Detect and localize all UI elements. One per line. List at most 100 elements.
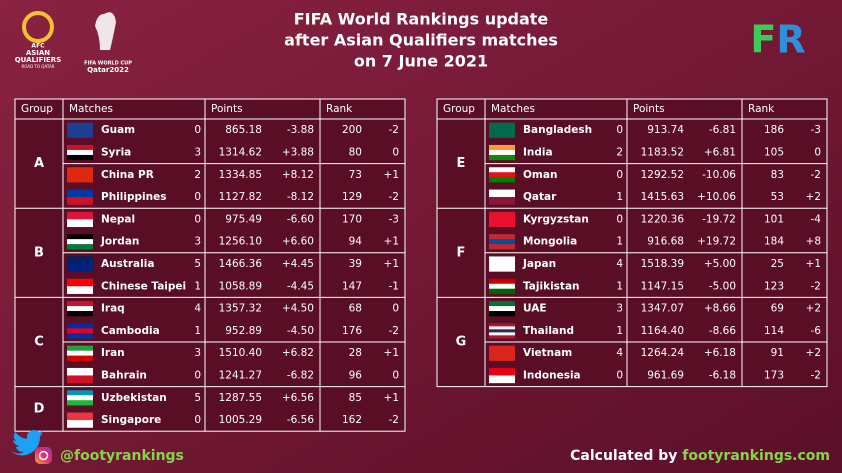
points: 1357.32 bbox=[219, 303, 262, 315]
rank: 129 bbox=[342, 191, 362, 203]
points-change: +5.00 bbox=[704, 258, 736, 270]
rank-change: -2 bbox=[811, 369, 821, 381]
goals: 4 bbox=[194, 303, 201, 315]
tables: Group Matches Points Rank A Guam 0 865.18 -3.88 2… bbox=[14, 98, 828, 432]
rank-change: -3 bbox=[389, 213, 399, 225]
flag-stripe bbox=[489, 149, 515, 156]
flag-stripe bbox=[67, 122, 93, 131]
title-line: FIFA World Rankings update bbox=[294, 10, 549, 29]
flag-stripe bbox=[67, 400, 93, 406]
country: Thailand bbox=[523, 325, 574, 337]
points-change: -6.82 bbox=[287, 369, 314, 381]
rank-change: -2 bbox=[389, 414, 399, 426]
flag-stripe bbox=[489, 167, 515, 173]
flag-stripe bbox=[489, 301, 515, 307]
flag-stripe bbox=[67, 154, 93, 161]
points: 1347.07 bbox=[641, 303, 684, 315]
rank-change: -2 bbox=[389, 124, 399, 136]
points: 865.18 bbox=[225, 124, 262, 136]
rank: 176 bbox=[342, 325, 362, 337]
rank-change: -2 bbox=[811, 280, 821, 292]
rank-change: -2 bbox=[811, 169, 821, 181]
points-change: +3.88 bbox=[282, 146, 314, 158]
points: 975.49 bbox=[225, 213, 262, 225]
goals: 5 bbox=[194, 392, 201, 404]
rank: 25 bbox=[771, 258, 784, 270]
rank: 83 bbox=[771, 169, 784, 181]
points: 1292.52 bbox=[641, 169, 684, 181]
points-change: +6.82 bbox=[282, 347, 314, 359]
column-header: Rank bbox=[326, 103, 353, 115]
rank: 69 bbox=[771, 303, 784, 315]
column-header: Matches bbox=[491, 103, 535, 115]
country: Indonesia bbox=[523, 369, 581, 381]
group-name: G bbox=[456, 335, 467, 350]
goals: 0 bbox=[194, 369, 201, 381]
rank: 186 bbox=[764, 124, 784, 136]
group-name: F bbox=[457, 245, 466, 260]
country: Cambodia bbox=[101, 325, 160, 337]
flag-stripe bbox=[67, 286, 93, 294]
goals: 3 bbox=[194, 146, 201, 158]
rank: 123 bbox=[764, 280, 784, 292]
credit-site: footyrankings.com bbox=[682, 448, 830, 464]
points: 1127.82 bbox=[219, 191, 262, 203]
logo-text: ASIAN bbox=[26, 49, 50, 57]
rank-change: +2 bbox=[806, 303, 821, 315]
flag-stripe bbox=[489, 256, 515, 272]
country: Japan bbox=[522, 258, 556, 270]
goals: 0 bbox=[194, 414, 201, 426]
country: Australia bbox=[101, 258, 154, 270]
flag-stripe bbox=[489, 244, 515, 250]
column-header: Points bbox=[633, 103, 665, 115]
group-name: A bbox=[34, 156, 44, 171]
flag-stripe bbox=[67, 130, 93, 138]
country: Syria bbox=[101, 146, 131, 158]
rank: 200 bbox=[342, 124, 362, 136]
points-change: -6.81 bbox=[709, 124, 736, 136]
column-header: Matches bbox=[69, 103, 113, 115]
group-name: C bbox=[34, 335, 44, 350]
country: Singapore bbox=[101, 414, 161, 426]
flag-stripe bbox=[489, 283, 515, 289]
logo-text: AFC bbox=[31, 43, 45, 50]
title-line: after Asian Qualifiers matches bbox=[284, 31, 558, 50]
flag-stripe bbox=[489, 234, 515, 240]
logo-text: QUALIFIERS bbox=[15, 56, 62, 64]
column-header: Rank bbox=[748, 103, 775, 115]
points-change: -6.18 bbox=[709, 369, 736, 381]
country: Uzbekistan bbox=[101, 392, 167, 404]
twitter-icon bbox=[10, 430, 43, 456]
flag-stripe bbox=[489, 306, 515, 312]
points-change: +4.50 bbox=[282, 303, 314, 315]
flag-stripe bbox=[67, 323, 93, 329]
points: 1264.24 bbox=[641, 347, 685, 359]
country: Bangladesh bbox=[523, 124, 592, 136]
flag-stripe bbox=[67, 149, 93, 156]
points-change: +6.56 bbox=[282, 392, 314, 404]
points: 961.69 bbox=[647, 369, 684, 381]
country: Guam bbox=[101, 124, 135, 136]
points-change: +10.06 bbox=[697, 191, 736, 203]
country: Qatar bbox=[523, 191, 557, 203]
goals: 2 bbox=[194, 169, 201, 181]
rank-change: +2 bbox=[806, 347, 821, 359]
points: 1005.29 bbox=[219, 414, 262, 426]
rank-change: -2 bbox=[389, 325, 399, 337]
flag-stripe bbox=[489, 197, 515, 205]
flag-stripe bbox=[67, 244, 93, 250]
rank: 73 bbox=[349, 169, 362, 181]
flag-stripe bbox=[489, 323, 515, 327]
country: Nepal bbox=[101, 213, 135, 225]
rank-change: +1 bbox=[806, 258, 821, 270]
instagram-icon bbox=[35, 447, 52, 464]
rank-change: -6 bbox=[811, 325, 822, 337]
flag-stripe bbox=[67, 412, 93, 421]
credit-prefix: Calculated by bbox=[570, 448, 677, 464]
goals: 1 bbox=[616, 325, 623, 337]
rank-change: -4 bbox=[811, 213, 822, 225]
points: 1518.39 bbox=[641, 258, 684, 270]
logo-text: Qatar2022 bbox=[87, 66, 129, 74]
points-change: +6.60 bbox=[282, 236, 314, 248]
flag-stripe bbox=[489, 367, 515, 376]
